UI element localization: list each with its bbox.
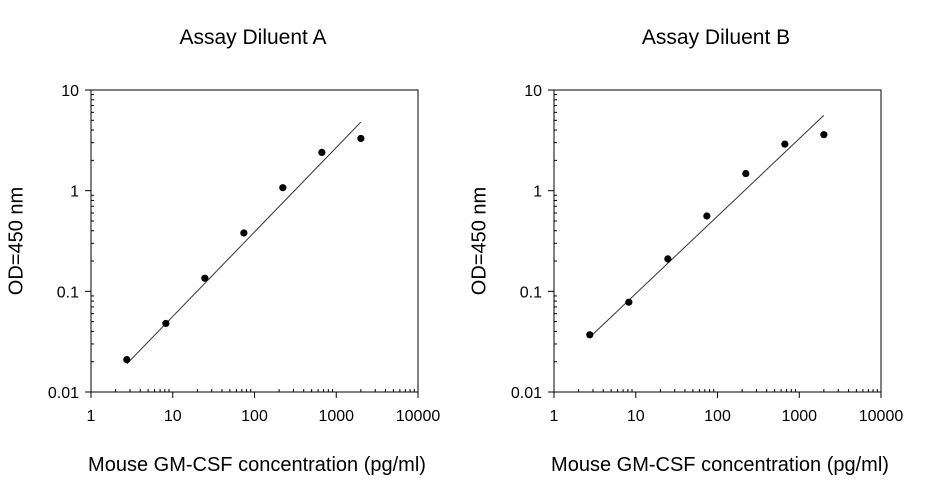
y-tick-label: 0.01 (511, 385, 542, 402)
x-axis-label: Mouse GM-CSF concentration (pg/ml) (88, 454, 426, 476)
y-axis-label: OD=450 nm (5, 186, 28, 296)
x-tick-label: 100 (241, 408, 268, 425)
chart-panel-a: 1 10 100 1000 10000 0.01 0.1 1 10 Assay Diluent … (5, 26, 441, 476)
data-point (742, 169, 750, 178)
y-tick-label: 10 (61, 83, 79, 100)
x-axis-label: Mouse GM-CSF concentration (pg/ml) (551, 454, 889, 476)
data-point (201, 274, 209, 282)
data-point (123, 355, 131, 364)
data-point (279, 184, 287, 192)
x-tick-label: 10 (164, 408, 182, 425)
chart-plot-a: 1 10 100 1000 10000 0.01 0.1 1 10 (48, 83, 441, 425)
y-tick-label: 0.01 (48, 385, 79, 402)
x-tick-label: 10000 (859, 408, 904, 425)
x-tick-label: 1 (87, 408, 96, 425)
plot-frame (553, 89, 882, 393)
y-tick-label: 0.1 (520, 284, 542, 301)
x-tick-label: 1000 (781, 408, 817, 425)
chart-plot-b: 1 10 100 1000 10000 0.01 0.1 1 10 (511, 83, 904, 425)
data-point (781, 140, 789, 148)
chart-title: Assay Diluent B (641, 26, 791, 49)
x-tick-label: 10000 (396, 408, 441, 425)
data-point (820, 131, 828, 139)
x-tick-label: 1000 (318, 408, 354, 425)
data-point (586, 331, 594, 339)
data-point (357, 134, 365, 143)
y-axis-label: OD=450 nm (468, 186, 491, 296)
data-point (240, 229, 248, 237)
data-point (318, 148, 326, 156)
y-tick-label: 0.1 (57, 284, 79, 301)
y-tick-label: 10 (524, 83, 542, 100)
fit-line (589, 114, 825, 338)
data-point (162, 319, 170, 328)
x-tick-label: 100 (704, 408, 731, 425)
data-point (664, 255, 672, 263)
y-tick-label: 1 (533, 184, 542, 201)
x-tick-label: 1 (550, 408, 559, 425)
x-tick-label: 10 (627, 408, 645, 425)
data-point (625, 298, 633, 306)
chart-panel-b: 1 10 100 1000 10000 0.01 0.1 1 10 Assay Diluent … (463, 0, 926, 480)
chart-title: Assay Diluent A (179, 26, 327, 49)
y-tick-label: 1 (70, 184, 79, 201)
data-point (703, 212, 711, 220)
fit-line (126, 121, 362, 365)
plot-frame (90, 89, 419, 393)
